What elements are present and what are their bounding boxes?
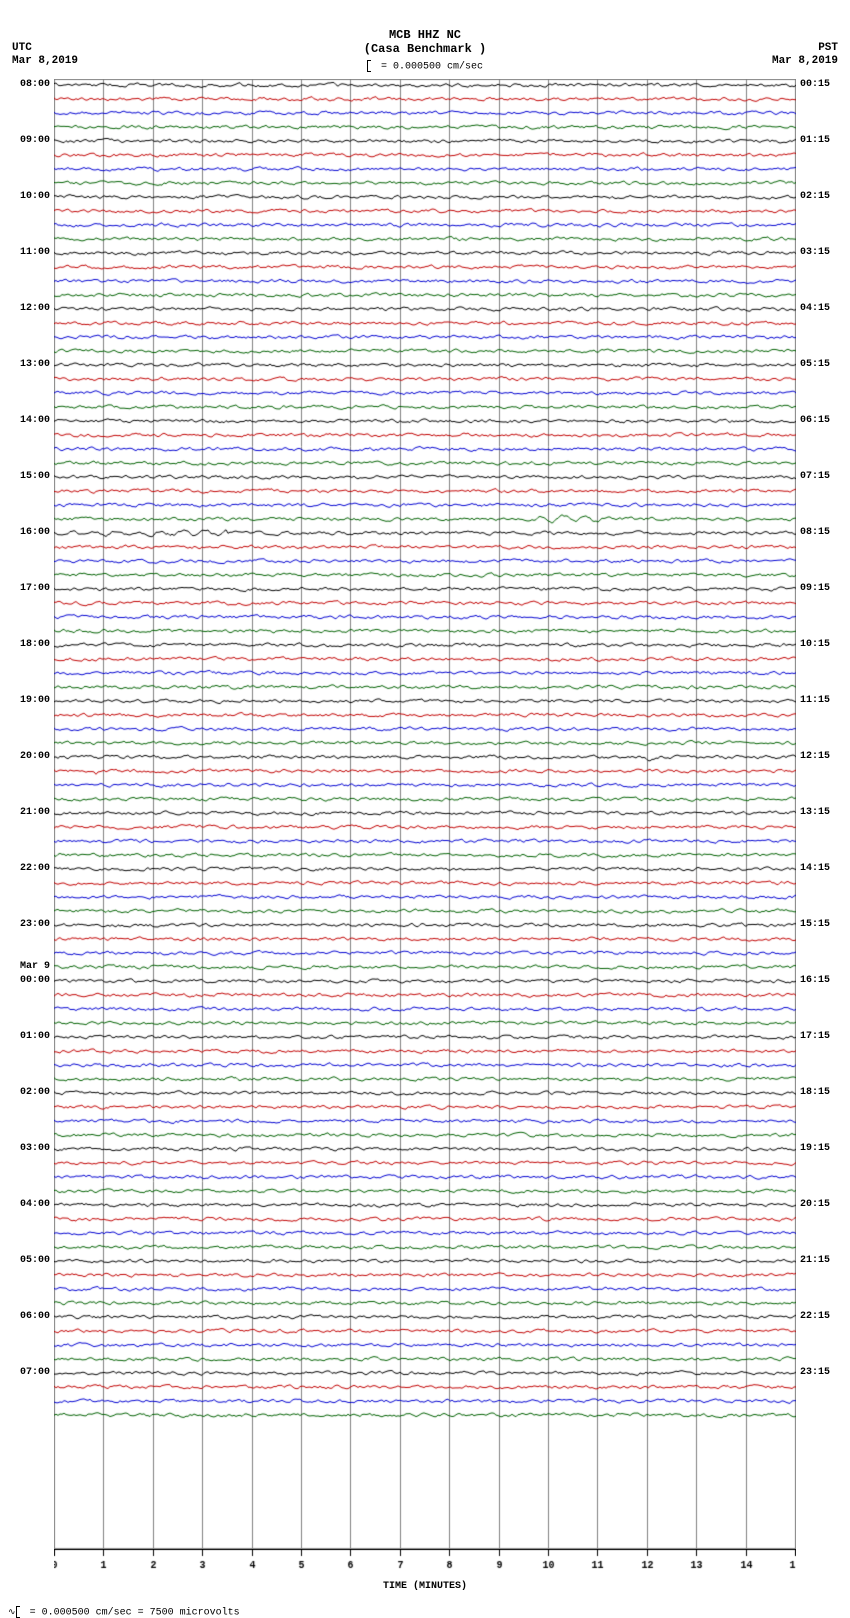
footer-scale: ∿ = 0.000500 cm/sec = 7500 microvolts [0, 1592, 850, 1618]
x-axis-canvas [54, 1549, 796, 1575]
chart-header: MCB HHZ NC (Casa Benchmark ) = 0.000500 … [0, 0, 850, 73]
utc-time-label: 04:00 [20, 1200, 50, 1210]
pst-time-label: 11:15 [800, 696, 830, 706]
plot-area: 08:0009:0010:0011:0012:0013:0014:0015:00… [54, 79, 796, 1592]
pst-time-label: 21:15 [800, 1256, 830, 1266]
tz-right-label: PST [818, 42, 838, 54]
pst-time-label: 04:15 [800, 304, 830, 314]
utc-time-label: 10:00 [20, 192, 50, 202]
utc-time-label: 06:00 [20, 1312, 50, 1322]
utc-time-label: 07:00 [20, 1368, 50, 1378]
pst-time-label: 17:15 [800, 1032, 830, 1042]
utc-time-label: 05:00 [20, 1256, 50, 1266]
pst-time-label: 02:15 [800, 192, 830, 202]
utc-time-label: 12:00 [20, 304, 50, 314]
pst-time-label: 20:15 [800, 1200, 830, 1210]
footer-scale-bar-icon [16, 1606, 20, 1618]
pst-time-label: 15:15 [800, 920, 830, 930]
pst-time-label: 10:15 [800, 640, 830, 650]
pst-time-label: 14:15 [800, 864, 830, 874]
pst-time-label: 19:15 [800, 1144, 830, 1154]
pst-time-label: 06:15 [800, 416, 830, 426]
utc-time-label: 09:00 [20, 136, 50, 146]
pst-time-label: 05:15 [800, 360, 830, 370]
utc-time-label: 13:00 [20, 360, 50, 370]
tz-left-label: UTC [12, 42, 32, 54]
x-axis-label: TIME (MINUTES) [54, 1581, 796, 1592]
station-name: (Casa Benchmark ) [0, 42, 850, 56]
pst-time-label: 09:15 [800, 584, 830, 594]
pst-time-label: 01:15 [800, 136, 830, 146]
utc-time-label: 21:00 [20, 808, 50, 818]
utc-time-label: 17:00 [20, 584, 50, 594]
utc-time-label: 15:00 [20, 472, 50, 482]
utc-time-label: 11:00 [20, 248, 50, 258]
pst-time-label: 22:15 [800, 1312, 830, 1322]
utc-time-label: 19:00 [20, 696, 50, 706]
utc-time-label: 22:00 [20, 864, 50, 874]
seismogram-canvas [54, 79, 796, 1549]
seismogram-container: UTC Mar 8,2019 PST Mar 8,2019 MCB HHZ NC… [0, 0, 850, 1618]
utc-time-label: 08:00 [20, 80, 50, 90]
pst-time-label: 16:15 [800, 976, 830, 986]
utc-time-label: 01:00 [20, 1032, 50, 1042]
pst-time-label: 18:15 [800, 1088, 830, 1098]
scale-text: = 0.000500 cm/sec [381, 62, 483, 73]
pst-time-label: 03:15 [800, 248, 830, 258]
scale-bar-icon [367, 60, 371, 72]
utc-time-label: Mar 9 [20, 962, 50, 972]
pst-time-label: 12:15 [800, 752, 830, 762]
utc-time-label: 16:00 [20, 528, 50, 538]
pst-time-label: 00:15 [800, 80, 830, 90]
date-right-label: Mar 8,2019 [772, 55, 838, 67]
utc-time-label: 02:00 [20, 1088, 50, 1098]
utc-time-label: 03:00 [20, 1144, 50, 1154]
utc-time-label: 23:00 [20, 920, 50, 930]
station-code: MCB HHZ NC [0, 28, 850, 42]
utc-time-label: 18:00 [20, 640, 50, 650]
date-left-label: Mar 8,2019 [12, 55, 78, 67]
pst-time-label: 07:15 [800, 472, 830, 482]
utc-time-label: 20:00 [20, 752, 50, 762]
utc-time-label: 00:00 [20, 976, 50, 986]
pst-time-label: 13:15 [800, 808, 830, 818]
pst-time-label: 23:15 [800, 1368, 830, 1378]
scale-indicator: = 0.000500 cm/sec [0, 60, 850, 73]
utc-time-label: 14:00 [20, 416, 50, 426]
pst-time-label: 08:15 [800, 528, 830, 538]
